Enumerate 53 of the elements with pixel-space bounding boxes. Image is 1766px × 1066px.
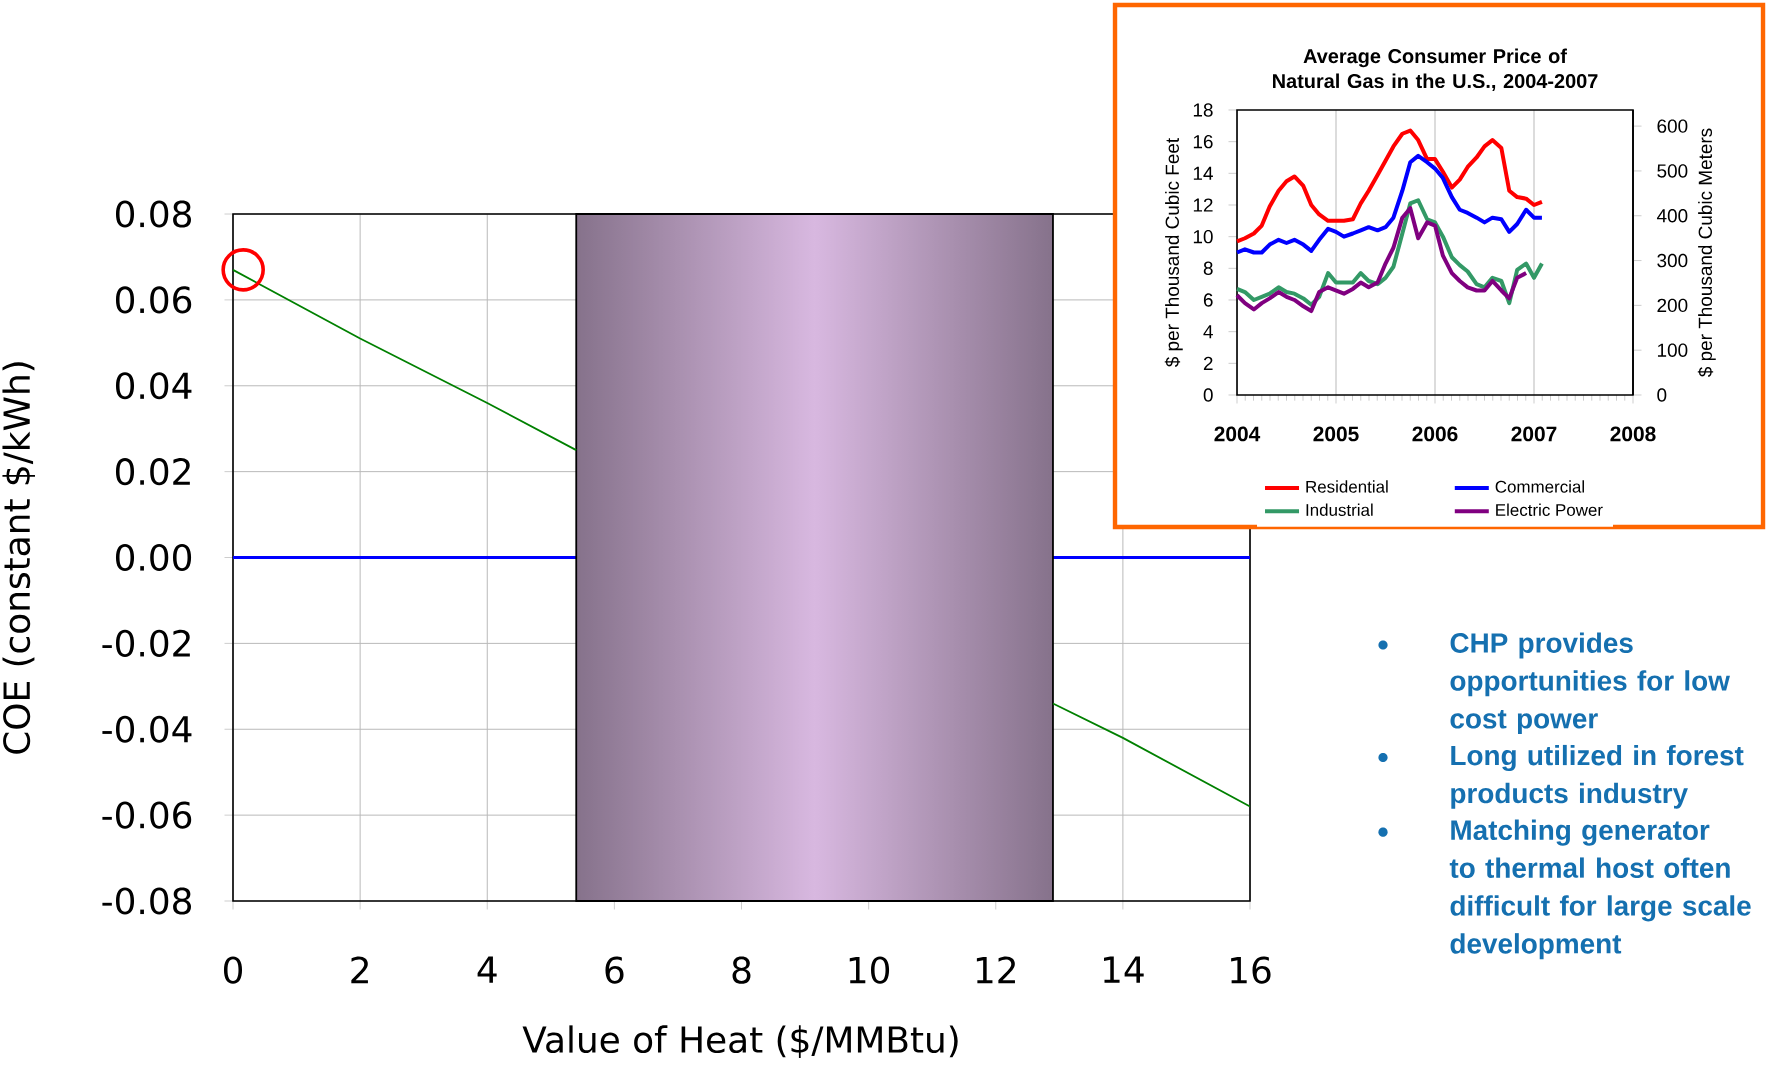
x-tick-label: 2006 <box>1412 426 1458 442</box>
line-series <box>1235 153 1544 255</box>
y-tick-label: -0.04 <box>102 715 192 743</box>
y-tick-label: 10 <box>1193 229 1213 244</box>
x-tick-label: 12 <box>976 956 1015 984</box>
y-tick-label: 8 <box>1203 261 1213 276</box>
y2-axis-title: $ per Thousand Cubic Meters <box>1697 128 1716 377</box>
x-tick-label: 0 <box>223 956 243 984</box>
y-tick-label: 12 <box>1193 198 1213 212</box>
legend-label: Electric Power <box>1496 503 1603 516</box>
y-axis-title: $ per Thousand Cubic Feet <box>1164 137 1183 367</box>
y2-tick-label: 0 <box>1657 388 1667 402</box>
y2-tick-label: 400 <box>1656 209 1688 223</box>
legend-label: Commercial <box>1495 480 1584 493</box>
x-tick-label: 2008 <box>1610 426 1656 442</box>
x-tick-label: 4 <box>477 956 497 983</box>
text: Long utilized in forest products industry <box>1451 744 1744 809</box>
y2-tick-label: 300 <box>1657 253 1688 268</box>
y-tick-label: 6 <box>1203 293 1213 307</box>
text: CHP provides opportunities for low cost power <box>1450 632 1730 735</box>
y-tick-label: 14 <box>1193 166 1213 180</box>
legend-label: Industrial <box>1306 503 1373 516</box>
y-axis-title: COE (constant $/kWh) <box>2 362 35 754</box>
x-tick-label: 16 <box>1231 956 1271 984</box>
y-tick-label: 0.02 <box>115 458 190 486</box>
y-tick-label: 18 <box>1193 103 1213 117</box>
y2-tick-label: 500 <box>1657 164 1688 178</box>
x-tick-label: 6 <box>605 956 624 984</box>
y-tick-label: 4 <box>1203 325 1213 339</box>
y-tick-label: -0.08 <box>102 887 192 915</box>
x-tick-label: 2 <box>351 956 368 984</box>
x-tick-label: 8 <box>732 956 751 984</box>
legend-label: Residential <box>1306 480 1388 493</box>
y-tick-label: -0.02 <box>102 629 190 657</box>
y-tick-label: 0.08 <box>115 200 191 228</box>
y2-tick-label: 100 <box>1657 343 1688 357</box>
y-tick-label: 0.00 <box>115 543 192 572</box>
y2-tick-label: 200 <box>1657 298 1688 313</box>
y-tick-label: 0 <box>1203 388 1213 402</box>
y-tick-label: 0.04 <box>115 372 192 400</box>
x-tick-label: 2004 <box>1214 426 1261 442</box>
text: Matching generator to thermal host often difficult for large scale development <box>1449 819 1751 960</box>
x-tick-label: 10 <box>849 956 890 984</box>
y2-tick-label: 600 <box>1657 119 1688 133</box>
y-tick-label: -0.06 <box>102 801 192 829</box>
x-tick-label: 14 <box>1104 956 1144 983</box>
x-tick-label: 2005 <box>1313 426 1359 442</box>
y-tick-label: 0.06 <box>115 286 192 314</box>
y-tick-label: 2 <box>1203 356 1213 370</box>
chart-title: Average Consumer Price of Natural Gas in the U.S., 2004-2007 <box>1273 48 1598 91</box>
x-tick-label: 2007 <box>1511 426 1557 442</box>
y-tick-label: 16 <box>1193 134 1213 149</box>
x-axis-title: Value of Heat ($/MMBtu) <box>522 1025 958 1058</box>
